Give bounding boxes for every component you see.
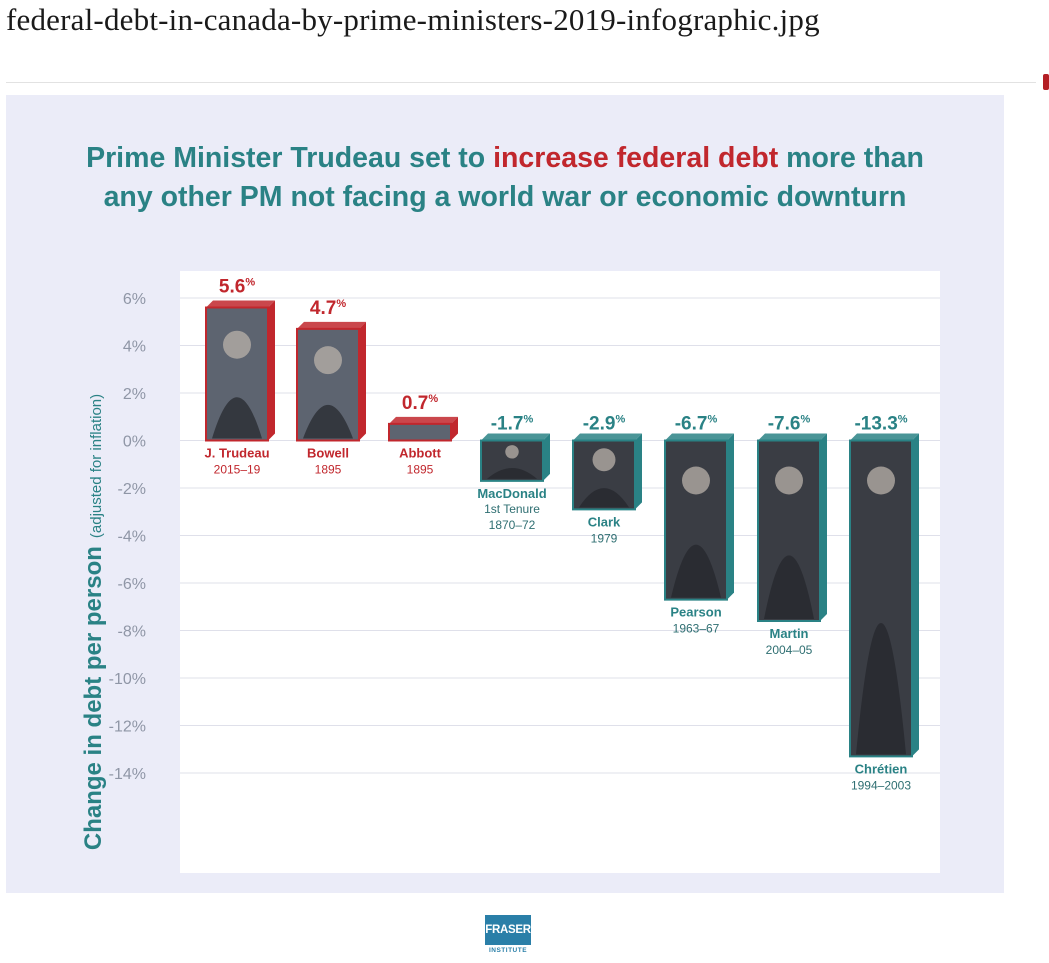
portrait-head [775,466,803,495]
bar-side [727,433,734,600]
y-tick-label: -10% [109,671,146,688]
headline: Prime Minister Trudeau set to increase f… [6,139,1004,217]
portrait-head [314,346,342,375]
portrait-body [303,404,353,439]
y-tick-label: -4% [118,529,146,546]
bar-name-label: Bowell [307,446,349,461]
portrait-body [487,468,537,479]
portrait-head [682,466,710,495]
bar-years-label: 2015–19 [214,463,261,477]
bar-name-label: Abbott [399,446,442,461]
bar-top [850,433,919,441]
bar-top [297,321,366,329]
bar-years-label: 1994–2003 [851,778,911,792]
bar-name-label: Chrétien [855,761,908,776]
bar-name-label: MacDonald [477,486,546,501]
logo-name: FRASER [485,915,531,945]
bar-value-label: -13.3% [854,414,907,435]
portrait-body [671,544,721,598]
portrait-head [867,466,895,495]
bar-value-label: 4.7% [310,298,346,319]
logo-sub: INSTITUTE [488,947,528,954]
bar-side [820,433,827,621]
bar-top [665,433,734,441]
bar-side [268,300,275,441]
bar-side [543,433,550,481]
bar-side [912,433,919,757]
bar-name2-label: 1st Tenure [484,502,540,516]
y-tick-label: 6% [123,291,146,308]
headline-accent: increase federal debt [493,142,779,174]
bar-years-label: 1895 [315,463,342,477]
bar-value-label: 5.6% [219,277,255,298]
bar-side [359,321,366,441]
bar-value-label: 0.7% [402,393,438,414]
portrait-head [505,445,519,459]
bar-side [635,433,642,510]
bar-side [451,416,458,441]
bar-years-label: 1963–67 [673,622,720,636]
bar-name-label: Martin [770,626,809,641]
bar-top [758,433,827,441]
divider [6,82,1036,83]
infographic: Prime Minister Trudeau set to increase f… [6,95,1004,954]
bar-value-label: -7.6% [768,414,811,435]
bar-portrait [205,306,269,442]
y-tick-label: -2% [118,481,146,498]
bar-name-label: J. Trudeau [204,446,269,461]
bar-years-label: 1870–72 [489,518,536,532]
bar-top [573,433,642,441]
y-tick-label: -12% [109,719,146,736]
y-tick-label: 0% [123,434,146,451]
bar-name-label: Pearson [670,605,721,620]
bar-years-label: 2004–05 [766,643,813,657]
bar-name-label: Clark [588,514,621,529]
portrait-head [592,448,616,472]
portrait-body [764,555,814,619]
y-tick-label: 2% [123,386,146,403]
fraser-institute-logo: FRASER INSTITUTE [484,915,532,963]
bar-years-label: 1895 [407,463,434,477]
headline-line2: any other PM not facing a world war or e… [103,181,907,213]
headline-part1: Prime Minister Trudeau set to [86,142,494,174]
portrait-body [579,488,629,508]
portrait-body [212,397,262,439]
portrait-body [856,623,906,755]
bar-value-label: -1.7% [491,414,534,435]
corner-marker [1043,74,1049,90]
bar-years-label: 1979 [591,531,618,545]
y-tick-label: 4% [123,339,146,356]
y-tick-label: -14% [109,766,146,783]
bar-top [481,433,550,441]
bar-value-label: -6.7% [675,414,718,435]
bar-portrait [388,422,452,442]
bar-top [389,416,458,424]
headline-part2: more than [778,142,924,174]
bar-chart: 6% 4% 2% 0% -2% -4% -6% -8% -10% -12% -14% 5.6% J. T… [109,277,940,792]
bar-top [206,300,275,308]
y-tick-label: -8% [118,624,146,641]
file-title: federal-debt-in-canada-by-prime-minister… [6,2,820,37]
portrait-head [223,330,251,359]
bar-value-label: -2.9% [583,414,626,435]
y-tick-label: -6% [118,576,146,593]
